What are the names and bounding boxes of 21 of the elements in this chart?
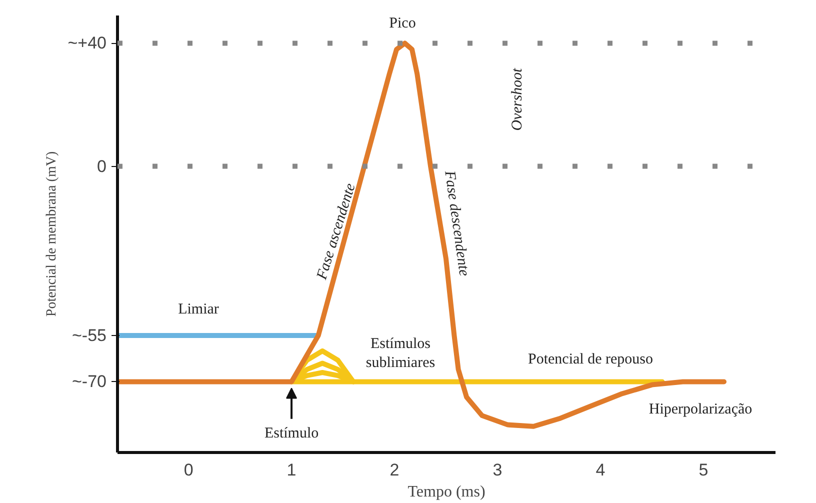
annotation: Estímulos sublimiares xyxy=(366,336,436,372)
annotation: Hiperpolarização xyxy=(648,402,752,418)
x-tick-label: 2 xyxy=(390,460,400,480)
y-tick-label: ~+40 xyxy=(68,34,106,53)
x-tick-label: 5 xyxy=(698,460,708,480)
annotation: Fase descendente xyxy=(440,168,472,278)
y-tick-label: ~-55 xyxy=(72,326,106,346)
x-tick-label: 3 xyxy=(492,460,502,480)
annotation: Estímulo xyxy=(264,426,319,442)
x-axis-title: Tempo (ms) xyxy=(408,484,486,500)
y-tick-label: ~-70 xyxy=(72,372,106,392)
x-tick-label: 0 xyxy=(184,460,194,480)
annotation: Fase ascendente xyxy=(314,181,359,282)
y-axis-title: Potencial de membrana (mV) xyxy=(44,151,60,317)
annotation: Limiar xyxy=(178,302,219,318)
x-tick-label: 4 xyxy=(596,460,606,480)
annotation: Pico xyxy=(389,16,416,32)
x-tick-label: 1 xyxy=(286,460,296,480)
annotation: Overshoot xyxy=(510,67,526,131)
y-tick-label: 0 xyxy=(97,156,107,176)
annotation: Potencial de repouso xyxy=(528,352,653,368)
